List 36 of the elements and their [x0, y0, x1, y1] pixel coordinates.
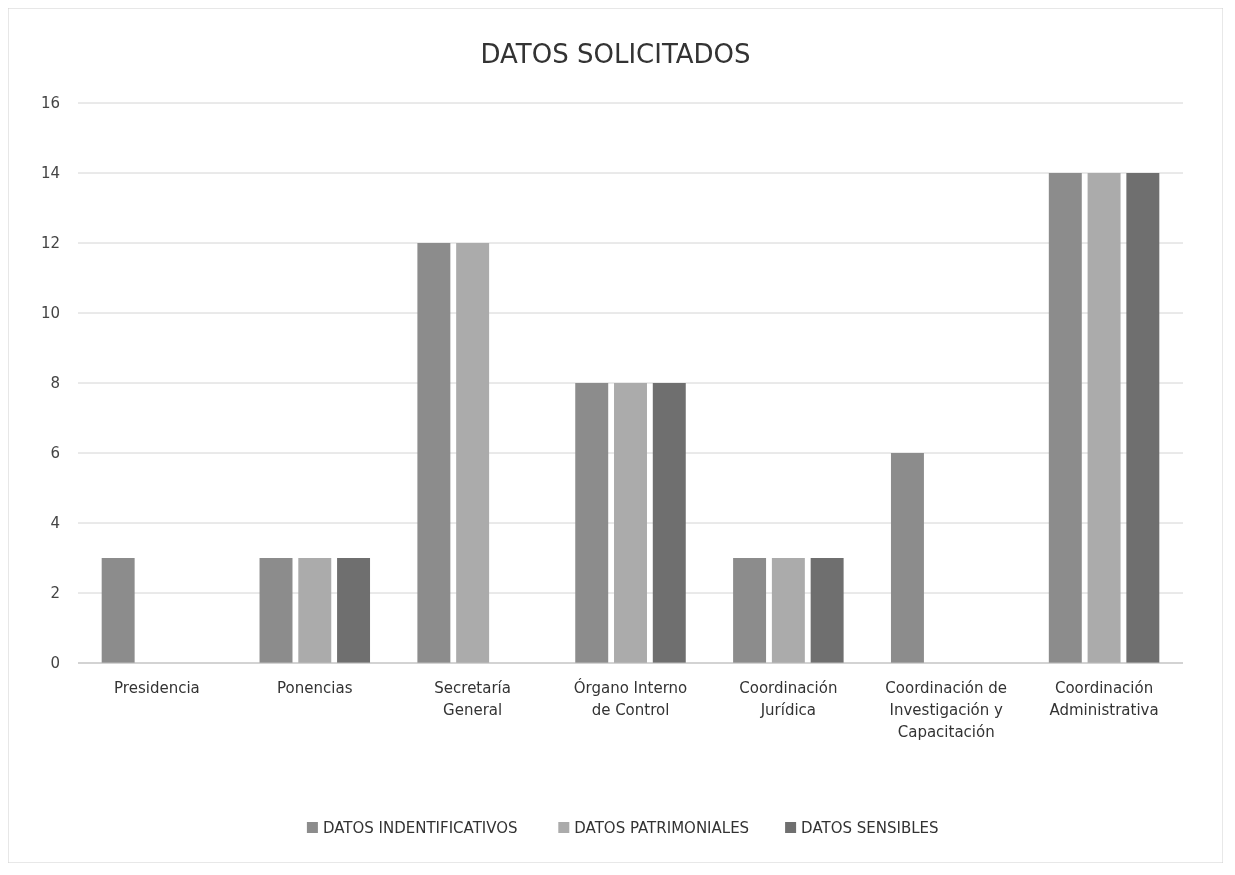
bar	[456, 243, 490, 663]
bar	[771, 558, 805, 663]
y-tick-label: 0	[50, 654, 60, 673]
bar	[1126, 173, 1160, 663]
bar	[101, 558, 135, 663]
y-tick-label: 12	[40, 234, 60, 253]
bar	[614, 383, 647, 663]
bar	[890, 453, 924, 663]
legend-label: DATOS PATRIMONIALES	[574, 819, 750, 838]
bar	[1048, 173, 1082, 663]
bar	[417, 243, 451, 663]
bar	[298, 558, 332, 663]
legend-label: DATOS INDENTIFICATIVOS	[322, 819, 518, 838]
x-tick-label: Coordinación de Investigación y Capacitación	[885, 679, 1008, 741]
y-tick-label: 4	[50, 514, 60, 533]
x-tick-label: Ponencias	[277, 679, 353, 697]
bar	[1087, 173, 1121, 663]
chart-title: DATOS SOLICITADOS	[480, 39, 751, 69]
x-tick-label: Secretaría General	[434, 679, 511, 719]
y-tick-label: 8	[50, 374, 60, 393]
x-tick-label: Presidencia	[114, 679, 200, 697]
bar	[733, 558, 767, 663]
y-tick-label: 6	[50, 444, 60, 463]
y-tick-label: 16	[40, 94, 60, 113]
legend-label: DATOS SENSIBLES	[801, 819, 939, 838]
y-tick-label: 14	[40, 164, 60, 183]
x-tick-label: Coordinación Jurídica	[739, 679, 838, 719]
bar	[575, 383, 609, 663]
bar	[259, 558, 293, 663]
bar	[652, 383, 686, 663]
bar	[810, 558, 844, 663]
bar	[337, 558, 371, 663]
x-tick-label: Órgano Interno de Control	[573, 678, 688, 719]
y-tick-label: 10	[40, 304, 60, 323]
x-tick-label: Coordinación Administrativa	[1049, 679, 1159, 719]
y-tick-label: 2	[50, 584, 60, 603]
